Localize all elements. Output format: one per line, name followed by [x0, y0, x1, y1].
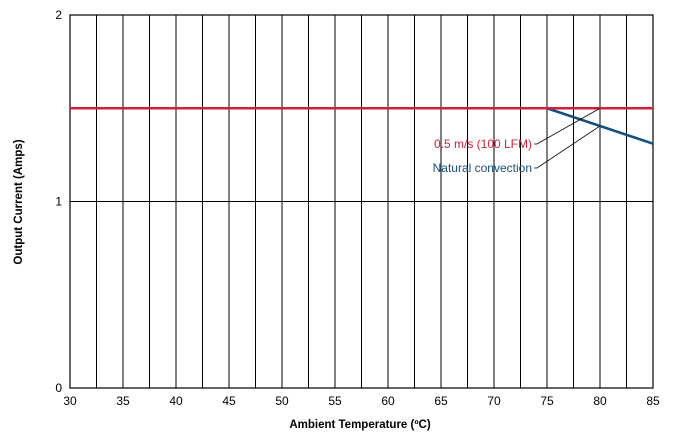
x-axis-label: Ambient Temperature (ºC) — [289, 419, 431, 431]
annotations: 0.5 m/s (100 LFM) Natural convection — [433, 107, 601, 175]
x-tick-label: 50 — [275, 394, 289, 408]
y-tick-label: 2 — [55, 8, 62, 22]
x-tick-label: 60 — [381, 394, 395, 408]
x-tick-label: 35 — [116, 394, 130, 408]
annotation-label-natural-convection: Natural convection — [433, 161, 532, 175]
x-tick-label: 85 — [646, 394, 660, 408]
plot-frame — [69, 14, 654, 389]
x-tick-label: 45 — [222, 394, 236, 408]
y-tick-label: 1 — [55, 195, 62, 209]
grid — [69, 14, 654, 389]
x-tick-label: 70 — [487, 394, 501, 408]
x-tick-label: 30 — [63, 394, 77, 408]
leader-line-100lfm — [534, 107, 601, 145]
leader-line-natural-convection — [534, 125, 601, 169]
x-tick-label: 55 — [328, 394, 342, 408]
x-tick-label: 75 — [540, 394, 554, 408]
x-tick-label: 80 — [593, 394, 607, 408]
x-tick-label: 40 — [169, 394, 183, 408]
annotation-label-100lfm: 0.5 m/s (100 LFM) — [434, 137, 532, 151]
tick-labels: 30 35 40 45 50 55 60 65 70 75 80 85 0 1 2 — [55, 8, 660, 408]
y-axis-label: Output Current (Amps) — [13, 139, 25, 264]
series-layer — [70, 106, 654, 145]
x-tick-label: 65 — [434, 394, 448, 408]
y-tick-label: 0 — [55, 381, 62, 395]
